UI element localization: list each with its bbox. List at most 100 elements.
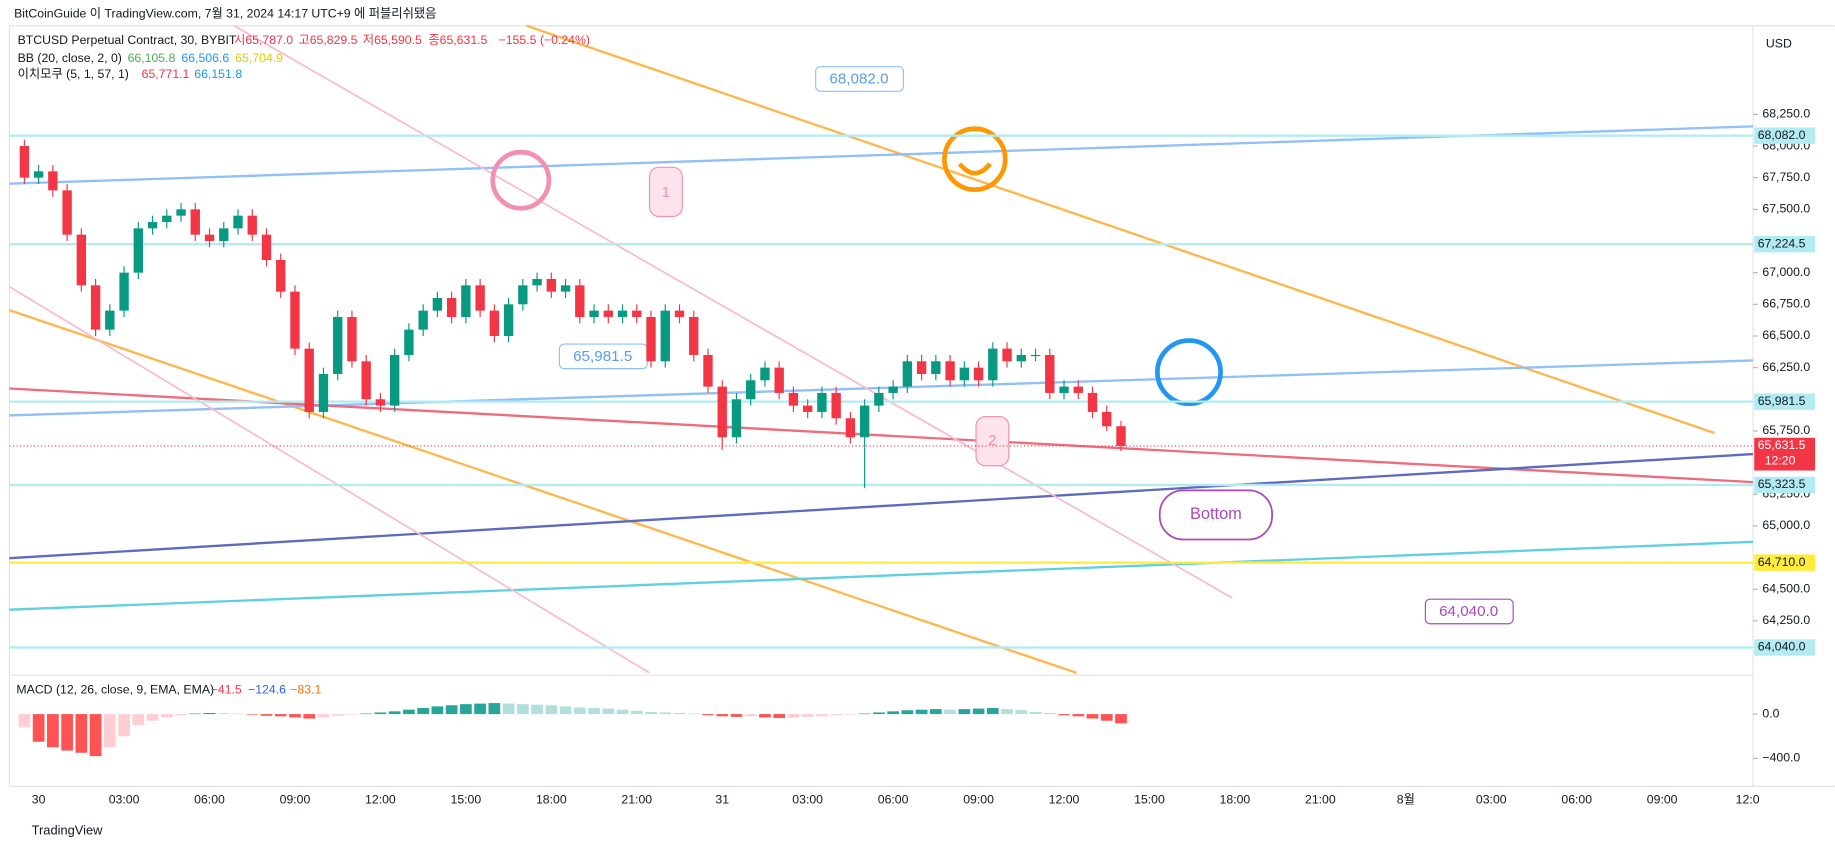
candle-body — [219, 228, 229, 242]
candle-body — [1016, 354, 1026, 362]
macd-bar — [289, 714, 301, 718]
macd-bar — [972, 708, 985, 715]
candle-body — [19, 146, 30, 178]
level-label-box — [1754, 639, 1816, 656]
last-price-box — [1754, 437, 1816, 471]
ichimoku-label: 이치모쿠 (5, 1, 57, 1) — [18, 67, 129, 81]
y-tick-label: 64,250.0 — [1762, 613, 1810, 627]
callout-box — [1158, 489, 1273, 541]
candle-body — [689, 316, 699, 355]
y-tick-label: 64,500.0 — [1762, 581, 1810, 595]
wave-box — [648, 166, 683, 218]
macd-bar — [744, 714, 757, 717]
macd-bar — [75, 714, 88, 753]
bb-basis: 66,105.8 — [128, 51, 176, 65]
candle-body — [204, 234, 215, 242]
macd-bar — [474, 703, 486, 715]
trend-line — [233, 24, 1233, 599]
x-tick-label: 06:00 — [194, 793, 225, 807]
macd-bar — [516, 704, 529, 715]
ohlc-close: 종65,631.5 — [428, 33, 487, 47]
macd-bar — [246, 714, 259, 715]
candle-body — [959, 367, 970, 381]
macd-bar — [616, 709, 629, 715]
x-tick-label: 15:00 — [451, 793, 482, 807]
macd-bar — [1043, 712, 1056, 715]
candle-body — [503, 304, 514, 336]
candle-body — [973, 367, 984, 381]
candle-body — [746, 380, 756, 400]
candle-body — [304, 348, 314, 412]
candle-body — [817, 392, 827, 412]
candle-body — [190, 209, 200, 235]
candle-body — [774, 367, 784, 393]
ichimoku-value: 65,771.1 — [142, 67, 190, 81]
macd-bar — [958, 709, 971, 715]
x-tick-label: 15:00 — [1134, 793, 1165, 807]
macd-bar — [1015, 710, 1028, 715]
trend-line — [9, 452, 1754, 560]
macd-bar — [260, 714, 273, 716]
level-label-box — [1754, 554, 1816, 571]
macd-bar — [645, 711, 657, 715]
ohlc-open: 시65,787.0 — [234, 33, 293, 47]
candle-body — [788, 392, 799, 406]
wave-label: 2 — [988, 432, 996, 449]
y-tick-label: 66,750.0 — [1762, 297, 1810, 311]
candle-body — [703, 354, 713, 387]
x-tick-label: 21:00 — [1305, 793, 1336, 807]
macd-bar — [388, 711, 401, 715]
macd-bar — [445, 705, 458, 715]
candle-body — [33, 171, 44, 178]
macd-reading: −83.1 — [290, 683, 321, 697]
y-tick-label: 65,750.0 — [1762, 423, 1810, 437]
y-tick-label: 65,000.0 — [1762, 518, 1810, 532]
candle-body — [831, 392, 841, 419]
macd-bar — [858, 713, 871, 715]
candle-body — [717, 386, 727, 438]
macd-bar — [687, 713, 700, 715]
wave-box — [975, 416, 1010, 467]
footer: TradingView — [32, 822, 103, 837]
macd-reading: −124.6 — [248, 683, 286, 697]
macd-bar — [403, 709, 415, 715]
macd-bar — [1100, 714, 1113, 721]
candle-body — [432, 297, 443, 311]
candle-body — [874, 392, 884, 406]
callout: Bottom — [1190, 505, 1242, 523]
bb-upper: 66,506.6 — [181, 51, 229, 65]
candle-body — [475, 285, 485, 311]
y-tick-label: 67,500.0 — [1762, 202, 1810, 216]
macd-bar — [887, 711, 899, 715]
note: 64,040.0 — [1439, 603, 1498, 620]
macd-bar — [1058, 714, 1070, 716]
candle-body — [902, 361, 913, 387]
ichimoku-value: 66,151.8 — [194, 67, 242, 81]
candle-body — [603, 310, 613, 317]
y-tick-label: 0.0 — [1762, 706, 1779, 720]
level-label: 64,710.0 — [1758, 555, 1806, 569]
macd-bar — [146, 714, 159, 721]
candle-body — [176, 209, 186, 216]
candle-body — [489, 310, 500, 336]
symbol: BTCUSD Perpetual Contract, 30, BYBIT — [18, 33, 237, 47]
level-label-box — [1754, 127, 1816, 144]
candle-body — [1073, 386, 1083, 393]
x-tick-label: 12:00 — [365, 793, 396, 807]
level-label: 64,040.0 — [1758, 640, 1806, 654]
macd-bar — [702, 714, 714, 716]
x-tick-label: 18:00 — [1220, 793, 1251, 807]
macd-bar — [1115, 714, 1127, 724]
x-tick-label: 21:00 — [621, 793, 652, 807]
macd-bar — [901, 710, 914, 715]
x-tick-label: 18:00 — [536, 793, 567, 807]
emoji-mouth — [957, 162, 992, 176]
candle-body — [261, 234, 272, 260]
macd-bar — [460, 704, 472, 715]
macd-bar — [217, 713, 230, 715]
macd-bar — [32, 714, 45, 742]
macd-bar — [545, 705, 558, 715]
candle-body — [446, 297, 457, 317]
trend-line — [9, 540, 1754, 611]
